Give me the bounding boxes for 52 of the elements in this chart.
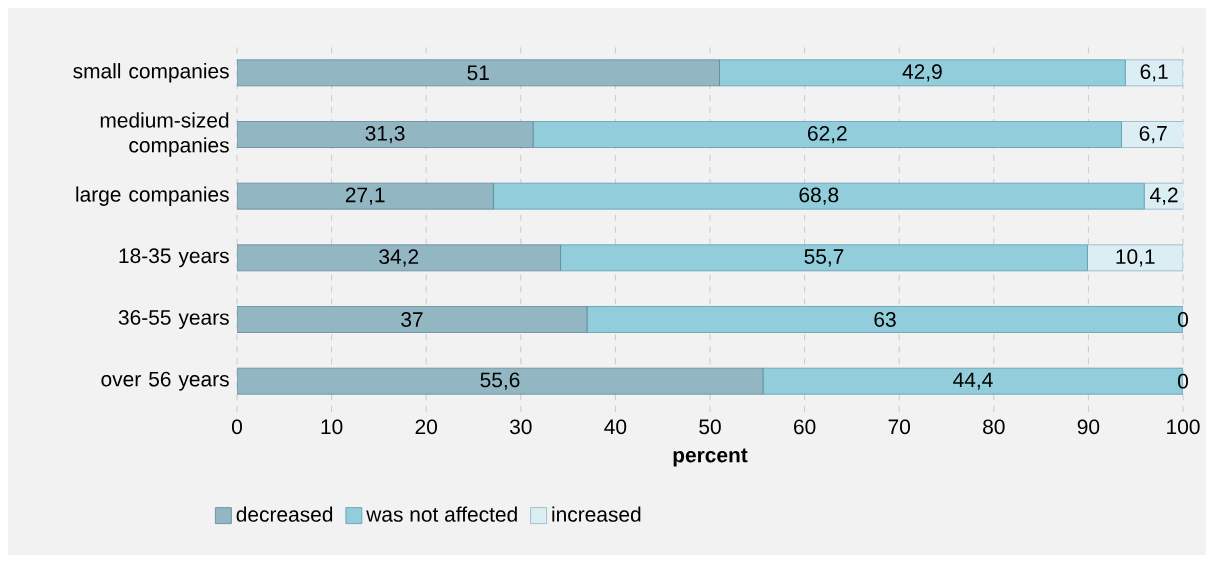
data-label: 42,9 [902, 64, 942, 82]
x-tick-label: 50 [699, 419, 721, 435]
data-label: 6,1 [1140, 64, 1168, 82]
x-tick-label: 70 [888, 419, 911, 435]
data-label: 44,4 [953, 372, 993, 390]
data-label: 0 [1178, 373, 1189, 389]
data-label: 4,2 [1150, 187, 1178, 205]
data-label: 51 [467, 65, 489, 81]
bar [237, 244, 561, 272]
x-tick-label: 10 [321, 419, 343, 435]
data-label: 55,6 [480, 372, 520, 390]
legend-label: was not affected [366, 506, 517, 522]
y-tick-label: 18-35 years [119, 248, 229, 268]
x-tick-label: 100 [1167, 419, 1200, 435]
y-tick-label: small companies [73, 63, 229, 83]
data-label: 0 [1178, 312, 1189, 327]
legend-label: decreased [236, 506, 333, 522]
x-axis-title: percent [673, 448, 748, 467]
data-label: 31,3 [365, 125, 405, 144]
bar [237, 306, 588, 333]
bar [237, 367, 764, 395]
data-label: 6,7 [1139, 125, 1167, 144]
bar [237, 59, 720, 87]
data-label: 10,1 [1116, 249, 1155, 267]
bar [560, 244, 1088, 272]
x-tick-label: 0 [231, 419, 242, 435]
y-tick-label: medium-sized companies [100, 112, 229, 157]
data-label: 34,2 [379, 249, 419, 267]
x-tick-label: 60 [794, 419, 816, 435]
data-label: 63 [874, 312, 896, 327]
bar [237, 182, 494, 210]
bar [1124, 59, 1184, 87]
data-label: 68,8 [799, 187, 839, 205]
x-tick-label: 20 [415, 419, 438, 435]
y-tick-label: over 56 years [101, 371, 229, 391]
x-tick-label: 80 [983, 419, 1005, 435]
legend-label: increased [552, 506, 641, 522]
bar [1087, 244, 1184, 272]
x-tick-label: 90 [1077, 419, 1100, 435]
data-label: 37 [401, 312, 423, 327]
y-tick-label: large companies [76, 186, 229, 206]
x-tick-label: 40 [604, 419, 627, 435]
data-label: 62,2 [808, 125, 847, 144]
bar [1121, 121, 1184, 148]
bar [237, 121, 534, 148]
data-label: 55,7 [804, 249, 844, 267]
bar [492, 182, 1145, 210]
bar [532, 121, 1122, 148]
x-tick-label: 30 [509, 419, 532, 435]
bar [719, 59, 1126, 87]
data-label: 27,1 [345, 187, 385, 205]
y-tick-label: 36-55 years [118, 310, 229, 329]
